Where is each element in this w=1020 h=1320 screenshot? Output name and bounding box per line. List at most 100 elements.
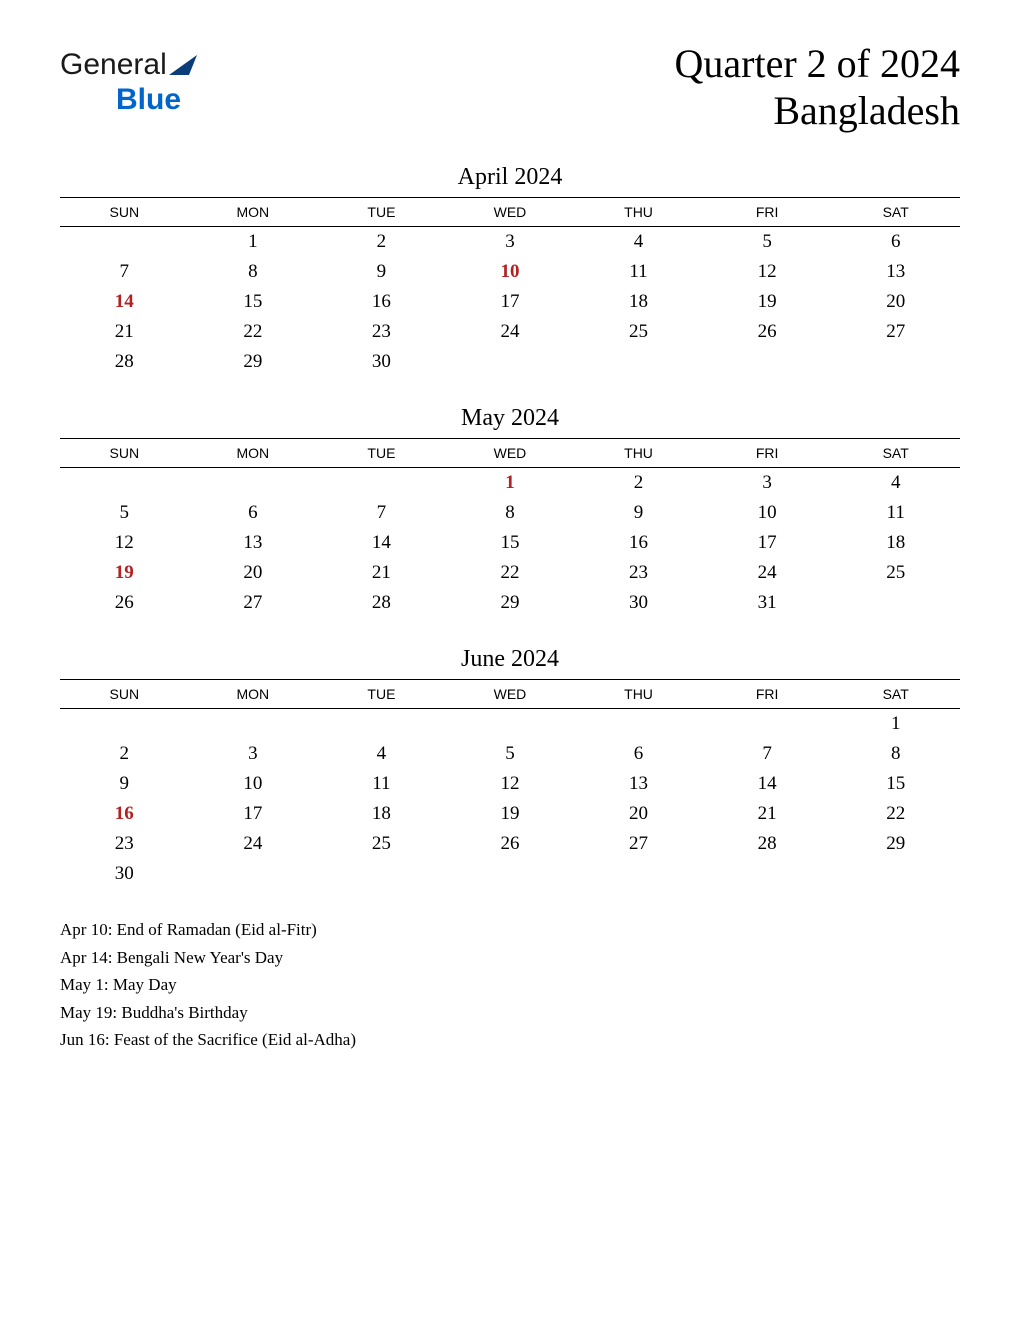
day-header: THU <box>574 198 703 227</box>
holiday-item: Jun 16: Feast of the Sacrifice (Eid al-A… <box>60 1027 960 1053</box>
calendar-day: 21 <box>703 799 832 829</box>
calendar-day: 3 <box>189 739 318 769</box>
day-header: TUE <box>317 198 446 227</box>
day-header: MON <box>189 198 318 227</box>
day-header: MON <box>189 680 318 709</box>
calendar-day: 2 <box>60 739 189 769</box>
calendar-table: SUNMONTUEWEDTHUFRISAT1234567891011121314… <box>60 438 960 618</box>
calendar-day <box>317 859 446 889</box>
calendar-day: 24 <box>703 558 832 588</box>
calendar-day <box>189 468 318 499</box>
logo: General Blue <box>60 48 197 117</box>
calendar-day <box>189 709 318 740</box>
calendar-day: 16 <box>574 528 703 558</box>
calendar-row: 23242526272829 <box>60 829 960 859</box>
calendar-day <box>189 859 318 889</box>
calendar-row: 9101112131415 <box>60 769 960 799</box>
calendar-day: 20 <box>831 287 960 317</box>
calendar-day: 12 <box>703 257 832 287</box>
day-header: SAT <box>831 680 960 709</box>
calendar-day: 3 <box>446 227 575 258</box>
calendar-day: 2 <box>317 227 446 258</box>
day-header: WED <box>446 198 575 227</box>
calendar-row: 1234 <box>60 468 960 499</box>
calendar-day: 19 <box>446 799 575 829</box>
header: General Blue Quarter 2 of 2024 Banglades… <box>60 40 960 134</box>
day-header: SUN <box>60 680 189 709</box>
title-block: Quarter 2 of 2024 Bangladesh <box>675 40 960 134</box>
calendar-day: 20 <box>189 558 318 588</box>
calendar-day: 25 <box>574 317 703 347</box>
calendar-day: 26 <box>703 317 832 347</box>
calendar-day <box>831 859 960 889</box>
day-header: TUE <box>317 680 446 709</box>
calendar-row: 2345678 <box>60 739 960 769</box>
calendar-day: 6 <box>189 498 318 528</box>
calendar-day: 20 <box>574 799 703 829</box>
calendar-row: 1 <box>60 709 960 740</box>
calendar-day: 1 <box>189 227 318 258</box>
calendar-day: 18 <box>831 528 960 558</box>
calendar-day <box>60 709 189 740</box>
calendar-day: 26 <box>446 829 575 859</box>
calendar-day: 26 <box>60 588 189 618</box>
calendar-row: 30 <box>60 859 960 889</box>
calendar-day: 11 <box>831 498 960 528</box>
calendar-day <box>317 468 446 499</box>
calendar-day: 10 <box>189 769 318 799</box>
calendar-day: 30 <box>317 347 446 377</box>
calendar-day <box>446 859 575 889</box>
calendar-day: 8 <box>446 498 575 528</box>
month-block: June 2024 SUNMONTUEWEDTHUFRISAT1234567891… <box>60 646 960 889</box>
calendar-day: 7 <box>317 498 446 528</box>
day-header: FRI <box>703 439 832 468</box>
calendar-day: 5 <box>60 498 189 528</box>
calendar-day: 6 <box>831 227 960 258</box>
day-header: WED <box>446 680 575 709</box>
day-header: MON <box>189 439 318 468</box>
calendar-table: SUNMONTUEWEDTHUFRISAT1234567891011121314… <box>60 197 960 377</box>
day-header: SAT <box>831 439 960 468</box>
calendar-day: 25 <box>317 829 446 859</box>
calendar-day: 23 <box>317 317 446 347</box>
calendar-day: 29 <box>446 588 575 618</box>
calendar-day: 12 <box>446 769 575 799</box>
holiday-item: May 1: May Day <box>60 972 960 998</box>
calendar-day: 11 <box>574 257 703 287</box>
calendar-day: 27 <box>189 588 318 618</box>
calendar-day: 7 <box>60 257 189 287</box>
calendar-row: 567891011 <box>60 498 960 528</box>
calendar-day <box>574 347 703 377</box>
day-header: FRI <box>703 680 832 709</box>
calendar-day: 2 <box>574 468 703 499</box>
month-title: May 2024 <box>60 405 960 432</box>
calendar-day: 3 <box>703 468 832 499</box>
calendar-row: 282930 <box>60 347 960 377</box>
page-title-line2: Bangladesh <box>675 87 960 134</box>
calendar-day <box>703 347 832 377</box>
calendar-day: 15 <box>189 287 318 317</box>
calendar-day: 14 <box>317 528 446 558</box>
calendar-day: 28 <box>703 829 832 859</box>
day-header: FRI <box>703 198 832 227</box>
calendar-day: 18 <box>317 799 446 829</box>
calendar-day: 27 <box>831 317 960 347</box>
month-title: June 2024 <box>60 646 960 673</box>
day-header: THU <box>574 680 703 709</box>
calendar-day: 19 <box>60 558 189 588</box>
logo-text-blue: Blue <box>116 83 181 116</box>
calendar-day <box>60 227 189 258</box>
calendar-row: 16171819202122 <box>60 799 960 829</box>
calendar-day <box>703 709 832 740</box>
calendar-day: 15 <box>446 528 575 558</box>
month-block: May 2024SUNMONTUEWEDTHUFRISAT12345678910… <box>60 405 960 618</box>
calendar-day: 30 <box>574 588 703 618</box>
calendar-day: 4 <box>831 468 960 499</box>
calendar-day: 28 <box>317 588 446 618</box>
calendar-day: 21 <box>317 558 446 588</box>
calendar-day: 7 <box>703 739 832 769</box>
calendar-day: 30 <box>60 859 189 889</box>
holiday-item: Apr 10: End of Ramadan (Eid al-Fitr) <box>60 917 960 943</box>
calendar-row: 12131415161718 <box>60 528 960 558</box>
calendar-row: 19202122232425 <box>60 558 960 588</box>
